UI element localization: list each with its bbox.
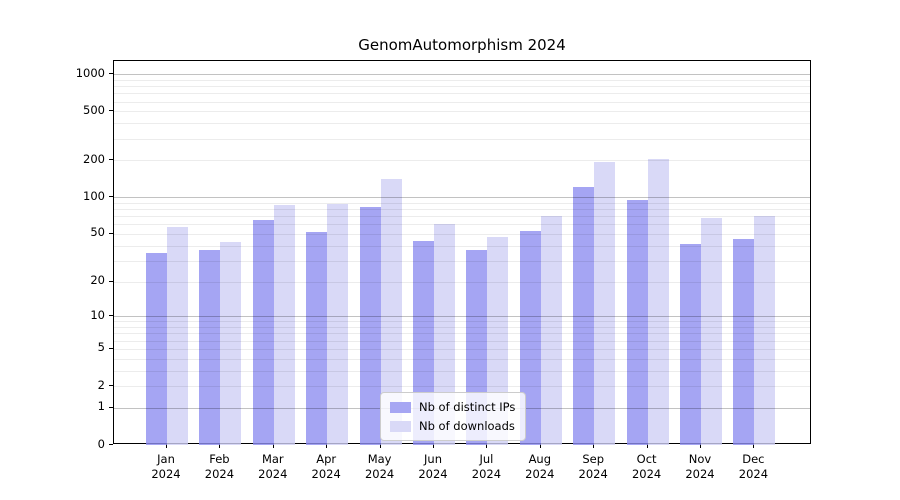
y-axis-tick <box>109 73 113 75</box>
gridline-200 <box>114 160 810 162</box>
x-axis-tick <box>219 444 221 448</box>
y-axis-tick-label: 500 <box>83 102 105 117</box>
x-axis-tick <box>593 444 595 448</box>
downloads-swatch <box>390 420 411 432</box>
y-axis-tick-label: 1000 <box>75 65 105 80</box>
distinct-ips-swatch <box>390 401 411 413</box>
x-axis-tick <box>700 444 701 448</box>
x-axis-tick <box>379 444 381 448</box>
x-axis-tick <box>753 444 755 448</box>
bar-distinct-ips-jan <box>146 252 167 445</box>
x-axis-tick-label-mar: Mar 2024 <box>258 452 288 481</box>
y-axis-tick-label: 50 <box>90 225 105 240</box>
gridline-80 <box>114 209 810 211</box>
x-axis-tick <box>326 444 328 448</box>
bar-downloads-mar <box>273 205 295 445</box>
bar-downloads-feb <box>220 241 242 445</box>
y-axis-tick <box>109 315 113 317</box>
x-axis-tick-label-aug: Aug 2024 <box>525 452 555 481</box>
bar-downloads-jun <box>434 224 455 445</box>
y-axis-tick <box>109 232 113 234</box>
legend-label: Nb of downloads <box>419 419 515 433</box>
gridline-1000 <box>114 74 810 76</box>
y-axis-tick <box>109 444 113 445</box>
bar-downloads-may <box>380 179 402 445</box>
bar-distinct-ips-may <box>359 207 381 445</box>
x-axis-tick-label-nov: Nov 2024 <box>685 452 715 481</box>
bar-distinct-ips-mar <box>252 220 274 445</box>
y-axis-tick-label: 200 <box>83 151 105 166</box>
gridline-800 <box>114 86 810 88</box>
x-axis-tick <box>646 444 648 448</box>
bar-distinct-ips-sep <box>573 187 595 445</box>
legend-item-distinct-ips: Nb of distinct IPs <box>390 399 515 415</box>
y-axis-tick <box>109 159 113 161</box>
bar-downloads-dec <box>754 216 776 445</box>
x-axis-tick-label-may: May 2024 <box>364 452 395 481</box>
bar-downloads-oct <box>647 159 669 445</box>
x-axis-tick <box>166 444 167 448</box>
y-axis-tick-label: 0 <box>97 436 105 451</box>
x-axis-tick-label-dec: Dec 2024 <box>738 452 769 481</box>
gridline-300 <box>114 138 810 140</box>
bar-downloads-aug <box>540 216 562 445</box>
x-axis-tick-label-apr: Apr 2024 <box>311 452 341 481</box>
y-axis-tick-label: 5 <box>97 340 105 355</box>
x-axis-tick <box>486 444 488 448</box>
gridline-400 <box>114 123 810 125</box>
y-axis-tick-label: 20 <box>90 273 105 288</box>
x-axis-tick <box>272 444 274 448</box>
y-axis-tick <box>109 196 113 198</box>
x-axis-tick-label-jun: Jun 2024 <box>418 452 448 481</box>
gridline-500 <box>114 111 810 113</box>
chart-title: GenomAutomorphism 2024 <box>358 36 566 54</box>
x-axis-tick-label-sep: Sep 2024 <box>578 452 608 481</box>
bar-downloads-jan <box>167 227 188 445</box>
gridline-100 <box>114 197 810 199</box>
x-axis-tick-label-feb: Feb 2024 <box>204 452 235 481</box>
x-axis-tick-label-jul: Jul 2024 <box>471 452 502 481</box>
bar-distinct-ips-nov <box>680 244 701 445</box>
legend-item-downloads: Nb of downloads <box>390 418 515 434</box>
x-axis-tick-label-oct: Oct 2024 <box>631 452 662 481</box>
gridline-700 <box>114 93 810 95</box>
bar-downloads-nov <box>701 217 722 445</box>
y-axis-tick <box>109 385 113 387</box>
legend: Nb of distinct IPs Nb of downloads <box>380 392 527 441</box>
bar-distinct-ips-aug <box>519 230 541 445</box>
gridline-900 <box>114 79 810 81</box>
bar-distinct-ips-apr <box>306 231 328 445</box>
bar-distinct-ips-dec <box>733 239 755 445</box>
y-axis-tick-label: 100 <box>83 188 105 203</box>
bar-downloads-apr <box>327 204 349 445</box>
x-axis-tick <box>433 444 434 448</box>
x-axis-tick <box>539 444 541 448</box>
legend-label: Nb of distinct IPs <box>419 400 516 414</box>
y-axis-tick <box>109 347 113 349</box>
y-axis-tick-label: 1 <box>97 399 105 414</box>
gridline-90 <box>114 202 810 204</box>
x-axis-tick-label-jan: Jan 2024 <box>151 452 181 481</box>
y-axis-tick <box>109 280 113 282</box>
y-axis-tick <box>109 110 113 112</box>
bar-distinct-ips-feb <box>199 249 221 445</box>
y-axis-tick-label: 10 <box>90 307 105 322</box>
plot-area <box>113 60 811 445</box>
bar-downloads-sep <box>594 161 616 445</box>
y-axis-tick-label: 2 <box>97 377 105 392</box>
bar-distinct-ips-oct <box>626 199 648 445</box>
y-axis-tick <box>109 406 113 408</box>
gridline-600 <box>114 101 810 103</box>
